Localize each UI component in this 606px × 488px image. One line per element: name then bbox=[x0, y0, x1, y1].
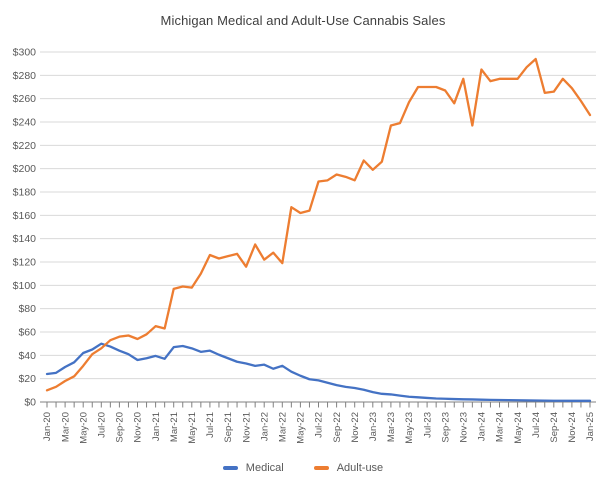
x-axis-label: Jul-22 bbox=[314, 412, 325, 438]
y-axis-label: $220 bbox=[13, 140, 37, 152]
medical-line bbox=[45, 342, 592, 402]
x-axis-label: Nov-22 bbox=[350, 412, 361, 443]
x-axis-label: Mar-23 bbox=[386, 412, 397, 442]
x-axis-label: May-21 bbox=[187, 412, 198, 444]
adult-use-series-label: Adult-use bbox=[336, 462, 384, 474]
x-axis-label: Mar-20 bbox=[60, 412, 71, 442]
x-axis-label: Nov-23 bbox=[459, 412, 470, 443]
y-axis-label: $300 bbox=[13, 47, 37, 59]
adult-use-line bbox=[45, 57, 592, 392]
y-axis-label: $280 bbox=[13, 70, 37, 82]
x-axis-label: Sep-23 bbox=[440, 412, 451, 443]
x-axis-label: Mar-24 bbox=[495, 412, 506, 442]
x-axis-label: Jan-23 bbox=[368, 412, 379, 441]
y-axis-label: $160 bbox=[13, 210, 37, 222]
legend-item-adult-use: Adult-use bbox=[313, 462, 384, 474]
x-axis-label: Nov-21 bbox=[241, 412, 252, 443]
y-axis-label: $100 bbox=[13, 280, 37, 292]
x-axis-label: Sep-22 bbox=[332, 412, 343, 443]
chart-legend: Medical Adult-use bbox=[0, 462, 606, 474]
y-axis-label: $200 bbox=[13, 163, 37, 175]
x-axis-label: Nov-20 bbox=[133, 412, 144, 443]
x-axis-label: Jul-20 bbox=[97, 412, 108, 438]
x-axis-label: Sep-20 bbox=[115, 412, 126, 443]
x-axis-label: May-24 bbox=[513, 412, 524, 444]
x-axis-label: Mar-21 bbox=[169, 412, 180, 442]
x-axis-label: Jan-25 bbox=[585, 412, 596, 441]
y-axis-label: $240 bbox=[13, 117, 37, 129]
y-axis-label: $120 bbox=[13, 257, 37, 269]
y-axis-label: $80 bbox=[18, 303, 36, 315]
y-axis-label: $60 bbox=[18, 327, 36, 339]
y-axis-label: $140 bbox=[13, 233, 37, 245]
medical-series-label: Medical bbox=[245, 462, 284, 474]
x-axis-label: Jan-22 bbox=[259, 412, 270, 441]
x-axis-label: Sep-24 bbox=[549, 412, 560, 443]
adult-use-series-marker bbox=[313, 466, 329, 470]
x-axis-label: Jan-21 bbox=[151, 412, 162, 441]
x-axis-label: Mar-22 bbox=[278, 412, 289, 442]
x-axis-label: Jul-24 bbox=[531, 412, 542, 438]
legend-item-medical: Medical bbox=[222, 462, 284, 474]
y-axis-label: $0 bbox=[24, 397, 36, 409]
y-axis-label: $40 bbox=[18, 350, 36, 362]
x-axis-label: Jul-23 bbox=[422, 412, 433, 438]
x-axis-label: Jul-21 bbox=[205, 412, 216, 438]
y-axis-label: $180 bbox=[13, 187, 37, 199]
chart-title: Michigan Medical and Adult-Use Cannabis … bbox=[160, 13, 446, 28]
x-axis-label: Nov-24 bbox=[567, 412, 578, 443]
x-axis-label: May-22 bbox=[296, 412, 307, 444]
x-axis-label: Jan-24 bbox=[477, 412, 488, 441]
x-axis-label: Jan-20 bbox=[42, 412, 53, 441]
y-axis-label: $20 bbox=[18, 373, 36, 385]
y-axis-label: $260 bbox=[13, 93, 37, 105]
x-axis-label: Sep-21 bbox=[223, 412, 234, 443]
x-axis-label: May-20 bbox=[78, 412, 89, 444]
medical-series-marker bbox=[222, 466, 238, 470]
x-axis-label: May-23 bbox=[404, 412, 415, 444]
